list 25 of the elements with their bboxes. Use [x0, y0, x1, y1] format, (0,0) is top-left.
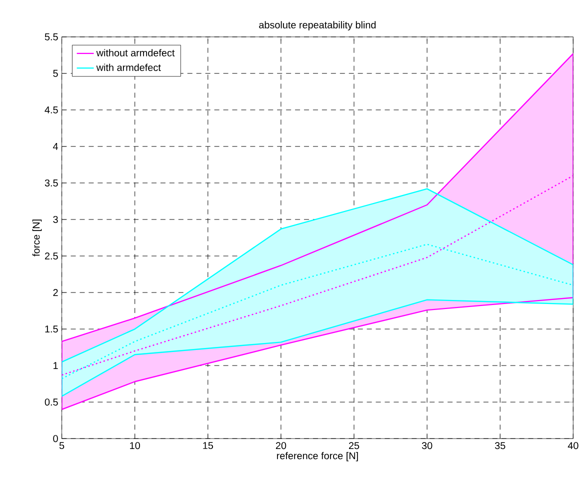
- x-tick-label: 10: [130, 442, 140, 449]
- legend-label: with armdefect: [96, 64, 161, 71]
- y-axis-title: force [N]: [32, 219, 42, 256]
- y-tick-label: 2.5: [44, 252, 58, 260]
- x-tick-label: 20: [276, 442, 286, 449]
- y-tick-label: 0.5: [44, 398, 58, 406]
- y-tick-label: 3.5: [44, 179, 58, 186]
- chart-title: absolute repeatability blind: [259, 20, 376, 30]
- y-tick-label: 1.5: [45, 325, 58, 332]
- y-tick-label: 3: [53, 216, 58, 223]
- x-tick-label: 25: [348, 442, 360, 449]
- x-tick-label: 5: [59, 442, 64, 449]
- y-tick-label: 2: [53, 288, 58, 296]
- x-axis-title: reference force [N]: [277, 452, 358, 461]
- x-tick-label: 15: [203, 442, 214, 449]
- y-tick-label: 4: [53, 142, 58, 150]
- x-tick-label: 35: [494, 442, 506, 449]
- y-tick-label: 0: [53, 434, 58, 442]
- x-tick-label: 40: [568, 442, 578, 449]
- y-tick-label: 4.5: [44, 106, 58, 114]
- legend-label: without armdefect: [96, 48, 175, 56]
- y-tick-label: 5: [53, 70, 58, 77]
- y-tick-label: 5.5: [44, 33, 58, 40]
- x-tick-label: 30: [422, 442, 432, 449]
- y-tick-label: 1: [54, 362, 58, 369]
